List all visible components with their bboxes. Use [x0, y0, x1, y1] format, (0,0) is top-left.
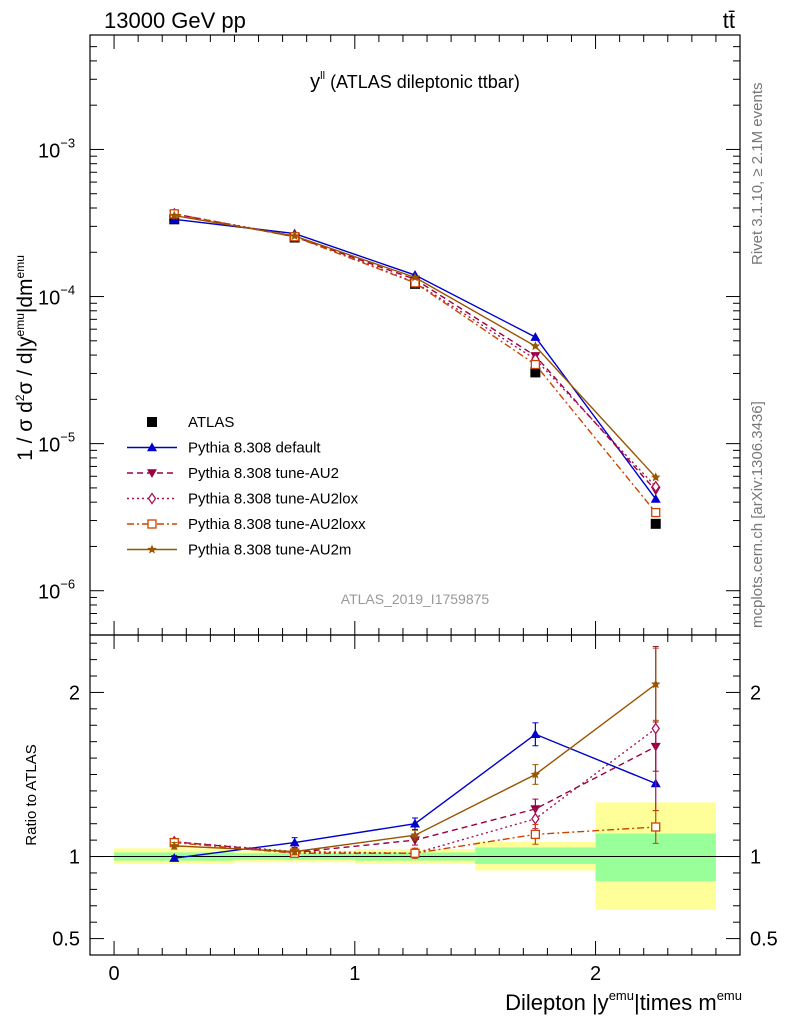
y-tick-label: 10−5 [38, 430, 75, 457]
ratio-y-tick-label-right: 0.5 [750, 929, 778, 951]
ratio-frame [89, 634, 741, 956]
ratio-point [169, 840, 179, 850]
side-label-bottom: mcplots.cern.ch [arXiv:1306.3436] [749, 401, 766, 628]
ratio-y-tick-label: 2 [69, 682, 80, 704]
side-label-top: Rivet 3.1.10, ≥ 2.1M events [749, 83, 766, 266]
legend-marker [147, 544, 157, 554]
data-point [530, 367, 541, 378]
y-tick-label: 10−4 [38, 283, 75, 310]
data-point [650, 494, 661, 503]
x-tick-label: 1 [349, 963, 360, 985]
ratio-point [531, 812, 540, 825]
ratio-y-tick-label: 1 [69, 847, 80, 869]
main-ylabel: 1 / σ d2σ / d|yemu|dmemu [13, 255, 37, 461]
ratio-point [289, 837, 300, 847]
energy-label: 13000 GeV pp [104, 8, 246, 33]
data-point [651, 507, 661, 518]
data-point [410, 278, 420, 288]
legend-label: Pythia 8.308 tune-AU2lox [188, 491, 359, 508]
series-line [174, 214, 657, 478]
data-point [651, 472, 661, 482]
data-point [530, 332, 541, 341]
ratio-series [169, 645, 661, 862]
series-line [174, 218, 657, 500]
main-title: yll (ATLAS dileptonic ttbar) [310, 70, 520, 93]
legend-entry: Pythia 8.308 tune-AU2loxx [127, 516, 366, 533]
series-pythia-8-308-default [169, 214, 661, 503]
legend-marker [147, 469, 157, 478]
ratio-y-tick-label-right: 1 [750, 847, 761, 869]
data-point [650, 518, 661, 529]
main-panel: 10−6 10−5 10−4 10−3 yll (ATLAS dileptonic t… [13, 34, 741, 636]
x-tick-label: 2 [590, 963, 601, 985]
process-label: tt̄ [723, 8, 735, 33]
legend-entry: Pythia 8.308 tune-AU2 [127, 465, 339, 482]
series-pythia-8-308-tune-au2m [169, 210, 661, 482]
ratio-y-tick-label: 0.5 [52, 929, 80, 951]
main-axis-ticks: 10−6 10−5 10−4 10−3 [38, 34, 740, 636]
ratio-y-tick-label-right: 2 [750, 682, 761, 704]
legend-marker [147, 417, 157, 427]
legend-label: Pythia 8.308 tune-AU2 [188, 465, 339, 482]
legend-entry: Pythia 8.308 default [127, 440, 321, 457]
legend-marker [147, 492, 157, 505]
data-point [651, 480, 661, 493]
ratio-point [289, 846, 300, 856]
legend-entry: ATLAS [147, 414, 234, 431]
ratio-ylabel: Ratio to ATLAS [23, 744, 40, 845]
data-point [410, 272, 420, 282]
data-point [169, 210, 179, 220]
legend-label: Pythia 8.308 tune-AU2m [188, 542, 351, 559]
ratio-point [530, 729, 541, 739]
legend-marker [147, 519, 157, 529]
x-axis-label: Dilepton |yemu|times memu [505, 988, 742, 1015]
legend: ATLAS Pythia 8.308 default Pythia 8.308 tu… [127, 414, 366, 559]
watermark: ATLAS_2019_I1759875 [341, 591, 490, 607]
band-stat [475, 847, 596, 864]
ratio-series-pythia-8-308-tune-au2m [169, 647, 661, 856]
ratio-point [530, 769, 541, 779]
x-tick-label: 0 [109, 963, 120, 985]
ratio-point [410, 848, 420, 858]
data-point [289, 231, 300, 240]
legend-entry: Pythia 8.308 tune-AU2m [127, 542, 351, 559]
ratio-panel: 0.5 0.5 1 1 2 2 0 1 2 Ratio to ATLAS Dilepton |y… [23, 634, 778, 1015]
ratio-point [530, 829, 541, 840]
legend-entry: Pythia 8.308 tune-AU2lox [127, 491, 359, 508]
ratio-point [169, 853, 180, 862]
main-series [169, 207, 661, 529]
legend-label: Pythia 8.308 tune-AU2loxx [188, 516, 366, 533]
ratio-point [410, 830, 420, 840]
ratio-point [651, 822, 661, 832]
ratio-point [651, 679, 661, 689]
ratio-axis-ticks: 0.5 0.5 1 1 2 2 0 1 2 [52, 635, 778, 985]
y-tick-label: 10−3 [38, 135, 75, 162]
legend-label: ATLAS [188, 414, 234, 431]
legend-marker [147, 442, 157, 452]
y-tick-label: 10−6 [38, 577, 75, 604]
ratio-point [651, 722, 661, 735]
data-point [530, 359, 541, 370]
data-point [530, 341, 541, 351]
legend-label: Pythia 8.308 default [188, 440, 321, 457]
ratio-point [410, 818, 420, 828]
